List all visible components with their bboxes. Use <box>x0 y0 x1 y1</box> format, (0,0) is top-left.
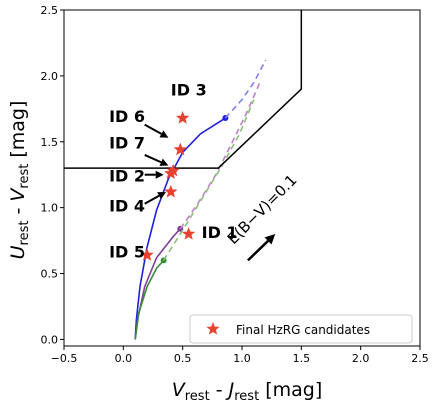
candidate-star <box>166 163 180 177</box>
id-label: ID 5 <box>109 243 145 262</box>
y-axis-sep: - <box>7 202 29 221</box>
reddening-arrow-head <box>264 234 276 245</box>
x-tick-label: 1.5 <box>293 352 311 365</box>
candidate-star <box>176 111 190 124</box>
candidate-star <box>140 248 154 261</box>
x-axis-unit: [mag] <box>259 379 322 401</box>
x-axis-v-sub: rest <box>185 389 210 404</box>
y-axis-u-sub: rest <box>17 221 32 246</box>
legend-star-icon <box>206 322 220 335</box>
id-label: ID 4 <box>109 197 145 216</box>
legend-entry-candidates: Final HzRG candidates <box>236 323 370 337</box>
reddening-vector: E(B−V)=0.1 <box>224 171 301 262</box>
x-tick-label: 1.0 <box>233 352 251 365</box>
id-label: ID 7 <box>109 133 145 152</box>
candidate-star <box>173 142 187 156</box>
candidate-markers <box>140 111 196 261</box>
track-blue <box>134 117 226 340</box>
track-green <box>134 259 165 340</box>
x-axis-sep: - <box>210 379 229 401</box>
x-tick-label: 2.5 <box>411 352 429 365</box>
x-axis-v: V <box>172 379 187 401</box>
x-tick-label: 2.0 <box>352 352 370 365</box>
reddening-arrow-shaft <box>247 240 269 262</box>
y-tick-label: 0.5 <box>41 268 59 281</box>
pointer-arrow <box>144 154 169 166</box>
selection-boundary <box>64 10 303 169</box>
x-axis-title: Vrest - Jrest [mag] <box>172 379 323 404</box>
pointer-arrow <box>144 123 169 138</box>
axis-ticks: −0.5 0.0 0.5 1.0 1.5 2.0 2.5 0.0 0.5 1.0 1.5 2.0 2.5 <box>41 4 429 365</box>
reddening-label: E(B−V)=0.1 <box>224 171 301 248</box>
y-axis-unit: [mag] <box>7 101 29 164</box>
id-label: ID 3 <box>171 81 207 100</box>
model-tracks <box>134 59 267 340</box>
track-green-dashed <box>163 99 255 261</box>
pointer-arrow <box>144 191 167 205</box>
id-labels: ID 3 ID 6 ID 7 ID 2 ID 4 ID 1 ID 5 <box>109 81 237 262</box>
track-purple-dashed <box>179 82 261 230</box>
y-axis-v: V <box>7 187 29 202</box>
track-blue-dashed <box>224 59 267 119</box>
y-tick-label: 1.5 <box>41 136 59 149</box>
x-axis-j: J <box>225 379 235 401</box>
legend-box <box>189 314 413 344</box>
selection-boundary-group <box>64 10 303 169</box>
id-label: ID 6 <box>109 107 145 126</box>
y-axis-v-sub: rest <box>17 164 32 189</box>
x-axis-j-sub: rest <box>234 389 259 404</box>
candidate-star <box>164 184 178 198</box>
x-tick-label: −0.5 <box>51 352 78 365</box>
y-tick-label: 2.5 <box>41 4 59 17</box>
legend: Final HzRG candidates <box>189 314 413 344</box>
x-tick-label: 0.5 <box>174 352 192 365</box>
pointer-arrow <box>144 170 164 179</box>
y-tick-label: 0.0 <box>41 333 59 346</box>
id-label: ID 2 <box>109 166 145 185</box>
candidate-star <box>181 227 196 240</box>
y-axis-title: Urest - Vrest [mag] <box>7 101 32 260</box>
y-tick-label: 1.0 <box>41 202 59 215</box>
y-tick-label: 2.0 <box>41 70 59 83</box>
pointer-arrows <box>144 123 169 205</box>
y-axis-u: U <box>7 245 29 259</box>
candidate-star <box>164 166 178 180</box>
x-tick-label: 0.0 <box>115 352 133 365</box>
id-label: ID 1 <box>202 223 238 242</box>
